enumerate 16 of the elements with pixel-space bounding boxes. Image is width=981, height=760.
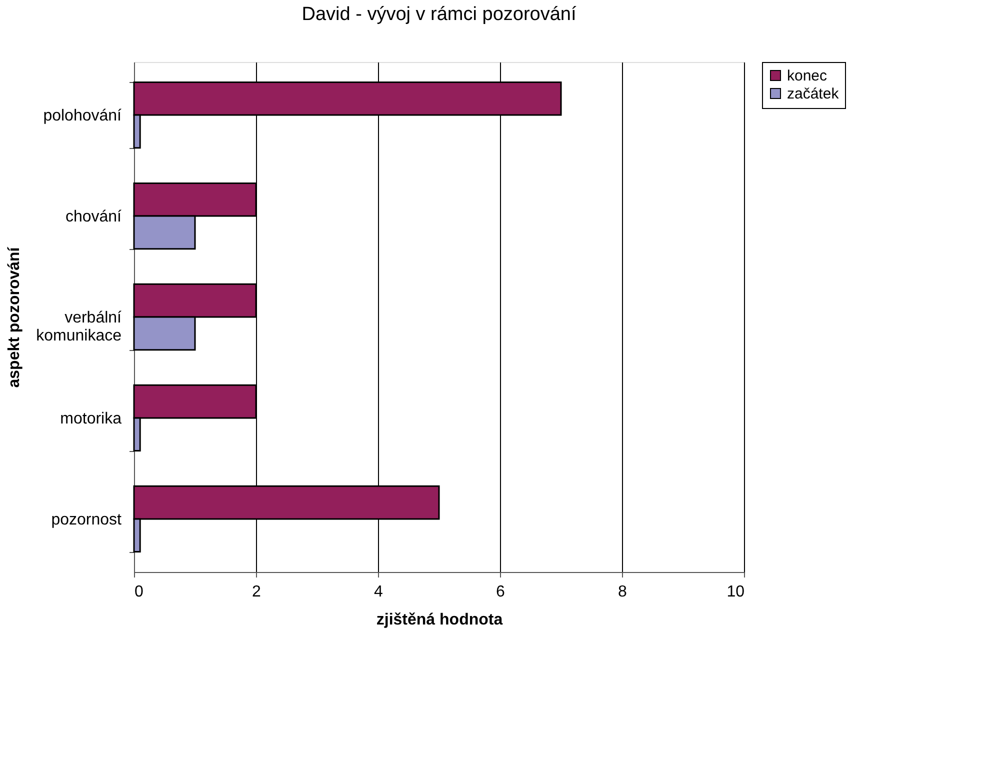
x-axis-title: zjištěná hodnota (376, 612, 503, 628)
y-axis-title: aspekt pozorování (6, 246, 24, 388)
y-tick-label: pozornost (51, 511, 122, 528)
y-tick-label: motorika (60, 410, 122, 428)
x-tick-label: 8 (618, 584, 628, 600)
y-tick-label: verbální komunikace (36, 310, 122, 344)
x-tick-label: 6 (496, 584, 506, 600)
y-tick-label: chování (65, 208, 122, 226)
y-tick-label: polohování (43, 108, 122, 125)
x-tick-label: 4 (374, 584, 384, 600)
chart-title: David - vývoj v rámci pozorování (302, 4, 577, 25)
legend-label: začátek (787, 86, 840, 102)
x-tick-label: 10 (726, 584, 745, 600)
x-tick-label: 0 (134, 584, 144, 600)
legend-label: konec (787, 68, 828, 84)
x-tick-label: 2 (252, 584, 262, 600)
